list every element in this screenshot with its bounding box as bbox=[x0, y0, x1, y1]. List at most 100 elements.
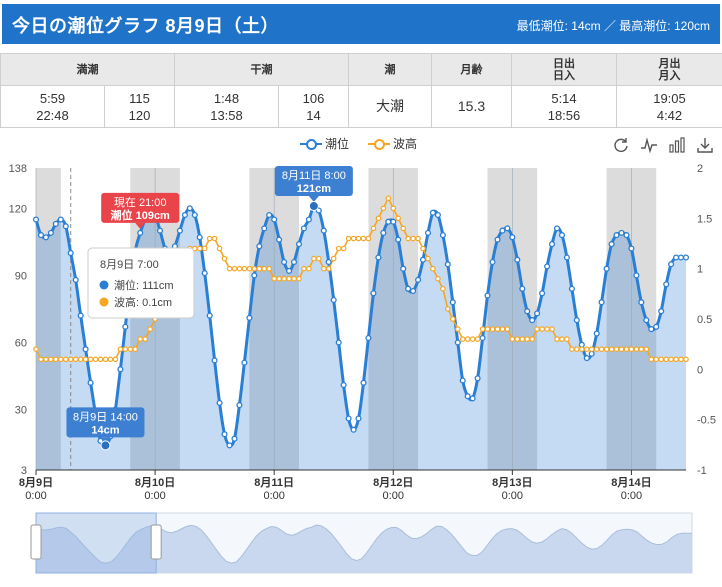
wave-point bbox=[211, 235, 218, 242]
tide-point bbox=[429, 209, 436, 216]
tide-point bbox=[663, 281, 670, 288]
tide-chart[interactable]: 3306090120138-1-0.500.511.528月9日0:008月10… bbox=[0, 153, 722, 587]
tide-point bbox=[653, 323, 660, 330]
legend-tide-label: 潮位 bbox=[325, 137, 350, 151]
header-getsurei: 月齢 bbox=[431, 53, 512, 86]
y-left-tick-label: 138 bbox=[9, 163, 27, 175]
tide-point bbox=[87, 379, 94, 386]
refresh-icon[interactable] bbox=[612, 136, 630, 154]
wave-point bbox=[613, 346, 620, 353]
tide-point bbox=[539, 290, 546, 297]
tide-point bbox=[370, 290, 377, 297]
extreme-point bbox=[308, 201, 319, 212]
tooltip-row: 波高: 0.1cm bbox=[114, 295, 172, 309]
tide-point bbox=[673, 254, 680, 261]
line-chart-icon[interactable] bbox=[640, 136, 658, 154]
tide-point bbox=[548, 241, 556, 248]
tide-point bbox=[47, 229, 54, 236]
tide-point bbox=[677, 254, 685, 261]
bar-chart-icon[interactable] bbox=[668, 136, 686, 154]
night-band bbox=[36, 168, 61, 470]
wave-point bbox=[63, 356, 69, 363]
legend-item-tide[interactable]: 潮位 bbox=[300, 135, 349, 152]
tide-point bbox=[648, 326, 655, 333]
zoom-navigator bbox=[30, 512, 693, 574]
wave-point bbox=[489, 326, 496, 332]
wave-point bbox=[474, 336, 481, 342]
extreme-point bbox=[100, 440, 111, 451]
wave-point bbox=[529, 336, 536, 342]
tide-point bbox=[628, 245, 635, 252]
moon-times: 19:05 4:42 bbox=[616, 85, 722, 128]
tide-point bbox=[271, 216, 278, 223]
tide-point bbox=[42, 234, 49, 241]
tide-point bbox=[365, 334, 372, 342]
tide-point bbox=[469, 395, 476, 402]
tide-point bbox=[231, 435, 238, 442]
wave-point bbox=[330, 255, 337, 262]
x-tick-label: 8月11日 bbox=[254, 476, 294, 489]
wave-point bbox=[454, 326, 461, 332]
wave-point bbox=[57, 356, 64, 363]
tide-point bbox=[682, 254, 690, 261]
tide-point bbox=[454, 339, 461, 346]
tooltip-dot bbox=[99, 280, 109, 290]
shio-value: 大潮 bbox=[348, 85, 432, 128]
wave-point bbox=[628, 346, 635, 353]
navigator-handle-right[interactable] bbox=[150, 524, 162, 560]
tide-point bbox=[588, 350, 595, 357]
wave-point bbox=[82, 356, 89, 363]
wave-point bbox=[375, 215, 382, 222]
sun-times: 5:14 18:56 bbox=[511, 85, 617, 128]
wave-point bbox=[281, 275, 287, 282]
wave-point bbox=[444, 306, 451, 312]
tide-point bbox=[176, 227, 183, 234]
wave-point bbox=[112, 356, 119, 363]
tide-table-row: 5:59 22:48 115 120 1:48 13:58 106 14 大潮 15.3… bbox=[0, 85, 722, 128]
tide-table-header: 満潮 干潮 潮 月齢 日出 日入 月出 月入 bbox=[0, 53, 722, 86]
wave-point bbox=[633, 346, 640, 353]
wave-point bbox=[38, 356, 44, 363]
wave-point bbox=[549, 326, 555, 332]
wave-point bbox=[231, 265, 238, 272]
tide-point bbox=[573, 317, 580, 324]
wave-point bbox=[668, 356, 674, 363]
wave-point bbox=[643, 346, 650, 353]
wave-point bbox=[534, 326, 540, 332]
tide-point bbox=[82, 346, 89, 353]
tide-point bbox=[514, 256, 521, 263]
wave-point bbox=[335, 245, 342, 252]
callout-line: 121cm bbox=[297, 183, 331, 195]
tide-point bbox=[643, 317, 650, 324]
wave-point bbox=[559, 336, 565, 342]
x-tick-label: 8月13日 bbox=[492, 476, 532, 489]
tide-point bbox=[479, 334, 486, 342]
getsurei-value: 15.3 bbox=[431, 85, 512, 128]
wave-point bbox=[678, 356, 684, 363]
download-icon[interactable] bbox=[696, 136, 714, 154]
wave-point bbox=[137, 336, 144, 342]
wave-point bbox=[380, 205, 387, 212]
tide-point bbox=[77, 312, 84, 319]
wave-point bbox=[499, 326, 506, 332]
legend-item-wave[interactable]: 波高 bbox=[368, 135, 417, 152]
tide-point bbox=[524, 308, 531, 315]
tide-point bbox=[241, 359, 248, 366]
tide-point bbox=[509, 234, 516, 241]
tide-point bbox=[355, 415, 362, 422]
navigator-window[interactable] bbox=[35, 512, 157, 574]
wave-point bbox=[573, 346, 580, 353]
y-right-tick-label: -0.5 bbox=[697, 415, 716, 427]
wave-point bbox=[67, 356, 74, 363]
tide-point bbox=[246, 314, 253, 321]
wave-point bbox=[440, 286, 446, 292]
x-tick-sublabel: 0:00 bbox=[263, 490, 284, 502]
tide-point bbox=[563, 254, 570, 261]
navigator-handle-left[interactable] bbox=[30, 524, 42, 560]
tide-point bbox=[424, 229, 432, 236]
tooltip-row: 潮位: 111cm bbox=[114, 278, 174, 292]
wave-point bbox=[524, 336, 531, 342]
wave-point bbox=[415, 235, 421, 242]
tide-point bbox=[251, 272, 258, 279]
